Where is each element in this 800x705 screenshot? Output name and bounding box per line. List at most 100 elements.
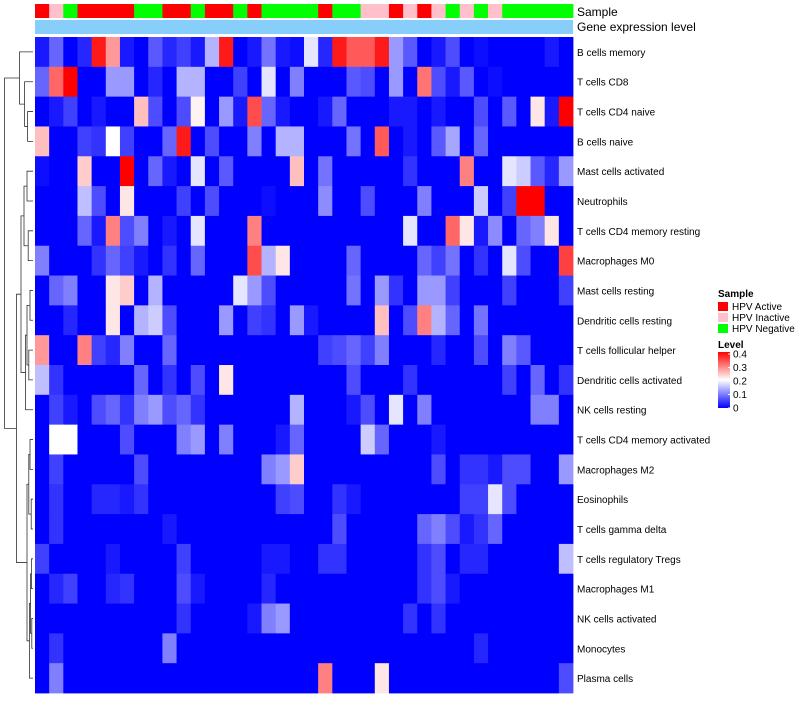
heatmap-cell — [35, 394, 50, 426]
heatmap-cell — [332, 573, 347, 604]
heatmap-cell — [318, 543, 333, 575]
sample-annotation-cell — [77, 4, 93, 18]
heatmap-cell — [318, 335, 333, 366]
heatmap-cell — [332, 484, 347, 515]
heatmap-cell — [91, 543, 107, 575]
heatmap-cell — [219, 394, 234, 426]
heatmap-cell — [105, 215, 121, 247]
heatmap-cell — [289, 365, 305, 396]
heatmap-cell — [190, 543, 206, 575]
dendrogram-branch — [29, 603, 33, 679]
sample-annotation-cell — [49, 4, 64, 18]
heatmap-cell — [431, 573, 446, 604]
heatmap-cell — [304, 394, 319, 426]
dendrogram-branch — [16, 293, 27, 563]
heatmap-cell — [346, 305, 362, 336]
heatmap-cell — [488, 245, 503, 276]
heatmap-cell — [261, 215, 277, 247]
heatmap-cell — [332, 275, 347, 306]
heatmap-cell — [289, 66, 305, 98]
heatmap-cell — [148, 186, 163, 217]
heatmap-cell — [105, 275, 121, 306]
heatmap-cell — [35, 633, 50, 664]
heatmap-cell — [261, 96, 277, 127]
heatmap-cell — [190, 96, 206, 127]
heatmap-cell — [204, 126, 220, 157]
heatmap-cell — [162, 37, 177, 68]
heatmap-cell — [105, 245, 121, 276]
heatmap-cell — [105, 573, 121, 604]
sample-annotation-cell — [417, 4, 432, 18]
heatmap-cell — [459, 424, 475, 455]
dendrogram-branch — [27, 111, 33, 142]
heatmap-cell — [204, 394, 220, 426]
heatmap-cell — [275, 66, 291, 98]
heatmap-cell — [204, 186, 220, 217]
heatmap-cell — [261, 633, 277, 664]
heatmap-cell — [502, 454, 517, 485]
heatmap-cell — [530, 305, 546, 336]
heatmap-cell — [544, 424, 560, 455]
heatmap-cell — [35, 484, 50, 515]
heatmap-cell — [318, 275, 333, 306]
heatmap-cell — [77, 37, 93, 68]
heatmap-cell — [190, 126, 206, 157]
heatmap-cell — [190, 424, 206, 455]
heatmap-cell — [318, 305, 333, 336]
heatmap-cell — [388, 543, 404, 575]
heatmap-cell — [488, 603, 503, 634]
heatmap-cell — [233, 663, 248, 694]
heatmap-cell — [289, 37, 305, 68]
heatmap-cell — [35, 543, 50, 575]
heatmap-cell — [332, 215, 347, 247]
heatmap-cell — [162, 126, 177, 157]
heatmap-cell — [374, 215, 390, 247]
heatmap-cell — [388, 335, 404, 366]
heatmap-cell — [91, 245, 107, 276]
heatmap-cell — [219, 543, 234, 575]
heatmap-cell — [134, 215, 149, 247]
heatmap-cell — [516, 514, 531, 545]
heatmap-cell — [488, 365, 503, 396]
heatmap-cell — [346, 663, 362, 694]
heatmap-cell — [35, 573, 50, 604]
heatmap-cell — [374, 37, 390, 68]
sample-annotation-cell — [176, 4, 192, 18]
sample-legend-swatch — [718, 302, 728, 311]
heatmap-cell — [119, 275, 135, 306]
heatmap-cell — [105, 365, 121, 396]
heatmap-cell — [289, 454, 305, 485]
heatmap-cell — [148, 37, 163, 68]
heatmap-cell — [35, 37, 50, 68]
heatmap-cell — [63, 245, 78, 276]
heatmap-cell — [105, 96, 121, 127]
heatmap-cell — [473, 573, 489, 604]
heatmap-cell — [49, 245, 64, 276]
heatmap-cell — [134, 454, 149, 485]
heatmap-cell — [360, 245, 376, 276]
heatmap-cell — [346, 365, 362, 396]
heatmap-cell — [502, 424, 517, 455]
heatmap-cell — [162, 66, 177, 98]
heatmap-cell — [304, 66, 319, 98]
heatmap-cell — [388, 514, 404, 545]
heatmap-cell — [558, 365, 574, 396]
heatmap-cell — [219, 215, 234, 247]
row-label: T cells follicular helper — [577, 346, 676, 357]
heatmap-cell — [459, 245, 475, 276]
heatmap-cell — [530, 424, 546, 455]
heatmap-cell — [459, 633, 475, 664]
heatmap-cell — [148, 543, 163, 575]
heatmap-cell — [304, 633, 319, 664]
sample-annotation-cell — [63, 4, 78, 18]
heatmap-cell — [134, 573, 149, 604]
heatmap-cell — [488, 156, 503, 187]
heatmap-cell — [473, 156, 489, 187]
heatmap-cell — [445, 454, 461, 485]
heatmap-cell — [332, 245, 347, 276]
dendrogram-branch — [24, 81, 33, 127]
heatmap-cell — [233, 514, 248, 545]
sample-annotation-cell — [502, 4, 517, 18]
level-color-bar — [718, 352, 730, 408]
heatmap-cell — [247, 66, 262, 98]
